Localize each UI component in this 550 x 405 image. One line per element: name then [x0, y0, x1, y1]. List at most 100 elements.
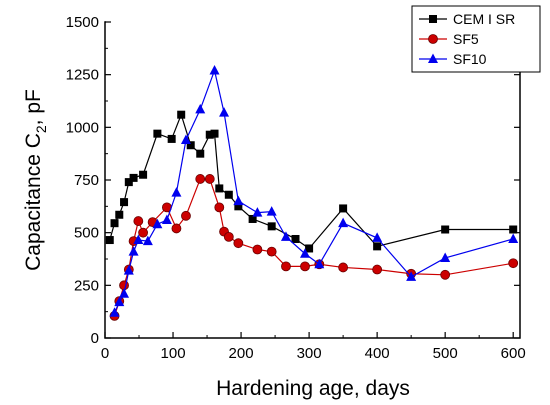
- data-point: [224, 190, 233, 199]
- legend-entries: CEM I SR SF5 SF10: [419, 11, 515, 67]
- y-tick-label: 1000: [66, 119, 99, 136]
- x-tick-label: 300: [297, 345, 322, 362]
- y-tick-label: 250: [74, 277, 99, 294]
- data-point: [177, 110, 186, 119]
- x-tick-label: 500: [433, 345, 458, 362]
- data-point: [338, 217, 349, 228]
- data-point: [161, 214, 172, 225]
- series-sf10: [109, 64, 519, 317]
- data-point: [314, 258, 325, 269]
- data-point: [171, 223, 182, 234]
- data-point: [152, 218, 163, 229]
- legend-marker: [429, 15, 437, 23]
- y-tick-label: 500: [74, 225, 99, 242]
- data-point: [110, 219, 119, 228]
- data-point: [120, 198, 129, 207]
- data-point: [214, 202, 225, 213]
- y-axis-title: Capacitance C2, pF: [22, 89, 49, 271]
- data-point: [248, 214, 257, 223]
- y-tick-label: 0: [91, 330, 99, 347]
- data-point: [204, 174, 215, 184]
- data-point: [300, 261, 310, 272]
- legend-label: SF10: [453, 51, 487, 67]
- data-point: [128, 246, 139, 256]
- data-point: [109, 307, 120, 317]
- data-point: [180, 134, 191, 144]
- data-point: [372, 232, 383, 242]
- data-point: [133, 234, 144, 245]
- data-point: [441, 225, 450, 234]
- axis-ticks: [104, 21, 520, 339]
- data-point: [281, 261, 291, 272]
- data-point: [210, 129, 219, 138]
- data-point: [138, 227, 148, 238]
- series-line: [109, 112, 514, 250]
- x-tick-label: 100: [161, 345, 186, 362]
- data-point: [181, 210, 191, 221]
- data-point: [508, 258, 519, 269]
- data-point: [171, 187, 182, 197]
- data-point: [133, 216, 144, 226]
- x-tick-label: 0: [101, 345, 109, 362]
- data-point: [153, 129, 162, 138]
- data-point: [114, 296, 125, 307]
- x-tick-label: 400: [365, 345, 390, 362]
- y-tick-label: 1250: [66, 67, 99, 84]
- data-point: [233, 238, 244, 249]
- data-point: [119, 288, 130, 298]
- data-point: [196, 149, 205, 158]
- data-point: [372, 264, 383, 275]
- data-point: [234, 202, 243, 211]
- data-point: [223, 231, 234, 242]
- data-point: [252, 244, 263, 255]
- data-point: [509, 225, 518, 234]
- data-point: [209, 64, 220, 75]
- y-tick-label: 1500: [66, 14, 99, 31]
- x-axis-title: Hardening age, days: [216, 377, 410, 400]
- data-point: [339, 204, 348, 213]
- data-point: [142, 235, 153, 246]
- data-point: [215, 184, 224, 193]
- data-point: [291, 234, 300, 243]
- series-cem-i-sr: [105, 110, 518, 253]
- y-tick-label: 750: [74, 172, 99, 189]
- series-layer: [105, 64, 519, 321]
- data-point: [195, 174, 206, 184]
- data-point: [406, 271, 417, 281]
- y-axis-title-subscript: 2: [33, 125, 49, 133]
- data-point: [508, 233, 519, 243]
- data-point: [305, 244, 314, 253]
- data-point: [338, 262, 349, 273]
- data-point: [267, 222, 276, 231]
- data-point: [252, 207, 263, 217]
- data-point: [440, 269, 451, 280]
- data-point: [105, 236, 114, 245]
- legend: CEM I SR SF5 SF10: [411, 5, 541, 73]
- legend-label: CEM I SR: [453, 11, 515, 27]
- data-point: [139, 170, 148, 179]
- legend-entry: SF5: [419, 31, 479, 47]
- data-point: [266, 206, 277, 216]
- legend-marker: [428, 34, 438, 44]
- legend-label: SF5: [453, 31, 479, 47]
- legend-entry: SF10: [419, 51, 487, 67]
- data-point: [124, 178, 133, 187]
- x-tick-label: 200: [229, 345, 254, 362]
- data-point: [440, 252, 451, 262]
- data-point: [266, 246, 277, 257]
- data-point: [115, 210, 124, 219]
- y-axis-title-tail: , pF: [22, 89, 45, 125]
- legend-entry: CEM I SR: [419, 11, 515, 27]
- x-tick-label: 600: [501, 345, 526, 362]
- data-point: [167, 134, 176, 143]
- legend-marker: [428, 53, 438, 63]
- data-point: [280, 231, 291, 241]
- plot-top-erase: [106, 18, 519, 24]
- data-point: [205, 130, 214, 139]
- data-point: [123, 265, 134, 275]
- data-point: [373, 242, 382, 251]
- data-point: [300, 248, 311, 258]
- data-point: [129, 173, 138, 182]
- data-point: [219, 107, 230, 117]
